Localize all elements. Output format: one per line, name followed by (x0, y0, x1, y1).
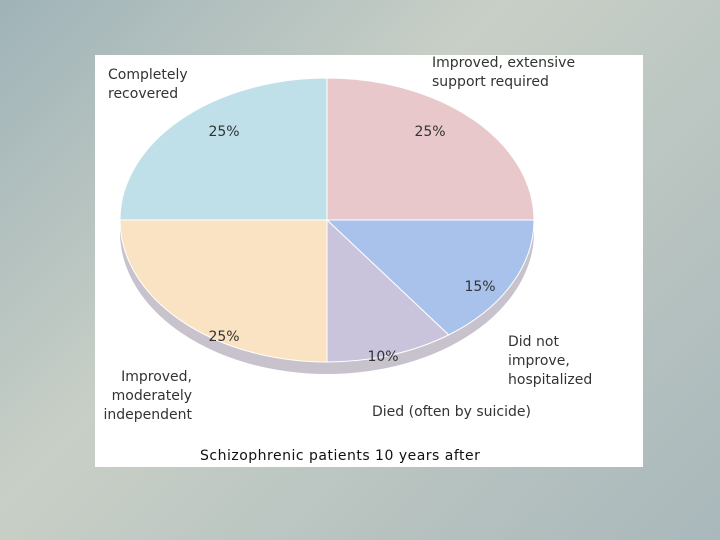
category-label: Died (often by suicide) (372, 404, 531, 420)
value-label: 25% (208, 329, 239, 345)
category-label: Improved, moderately independent (103, 369, 193, 423)
category-label: Did not improve, hospitalized (508, 334, 593, 388)
value-label: 10% (367, 349, 398, 365)
category-label: Improved, extensive support required (432, 55, 576, 90)
pie-slice (119, 219, 328, 363)
value-label: 25% (414, 124, 445, 140)
pie-slice (119, 77, 328, 221)
value-label: 15% (464, 279, 495, 295)
value-label: 25% (208, 124, 239, 140)
chart-title: Schizophrenic patients 10 years after (200, 448, 481, 464)
pie-slice (326, 218, 450, 363)
category-label: Completely recovered (108, 67, 188, 102)
pie-slice (325, 219, 535, 336)
pie-slice (326, 77, 535, 221)
